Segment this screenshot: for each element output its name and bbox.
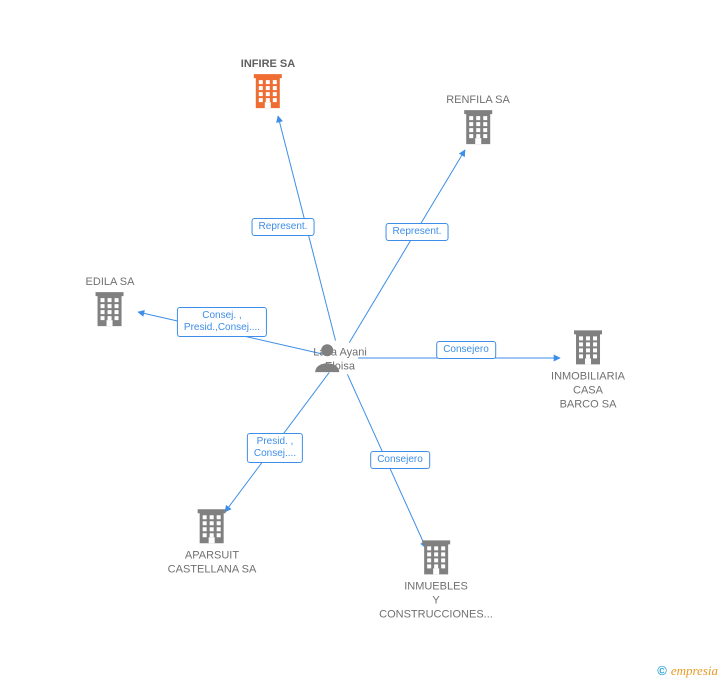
copyright: © empresia xyxy=(657,663,718,679)
edge-label: Consejero xyxy=(370,451,430,469)
edge-label: Represent. xyxy=(386,223,449,241)
edge-label: Consejero xyxy=(436,341,496,359)
copyright-brand: empresia xyxy=(671,663,718,678)
edge-label: Consej. , Presid.,Consej.... xyxy=(177,307,267,337)
edge-label: Presid. , Consej.... xyxy=(247,433,303,463)
edge-label: Represent. xyxy=(252,218,315,236)
edge-line xyxy=(349,150,465,343)
copyright-symbol: © xyxy=(657,663,667,678)
edges-layer xyxy=(0,0,728,685)
network-diagram: Represent. Represent. Consejero Consejero Pr… xyxy=(0,0,728,685)
